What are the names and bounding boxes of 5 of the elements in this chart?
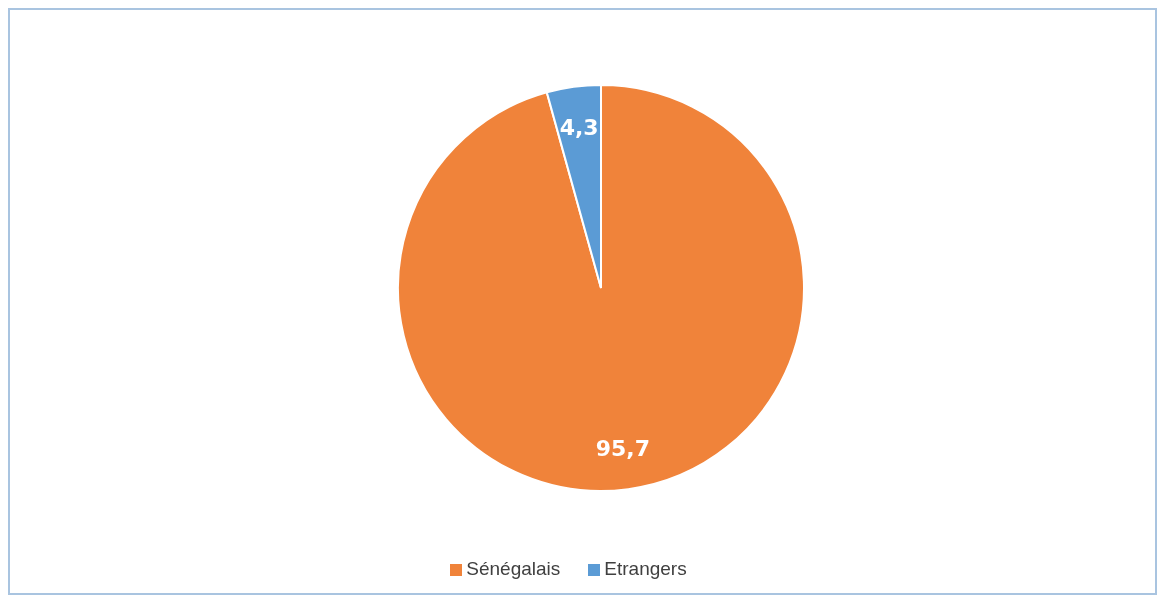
data-label: 4,3 [559, 114, 599, 140]
legend-label: Etrangers [604, 558, 687, 579]
data-label: 95,7 [595, 436, 651, 462]
pie-slice [397, 84, 805, 492]
legend-label: Sénégalais [466, 558, 561, 579]
